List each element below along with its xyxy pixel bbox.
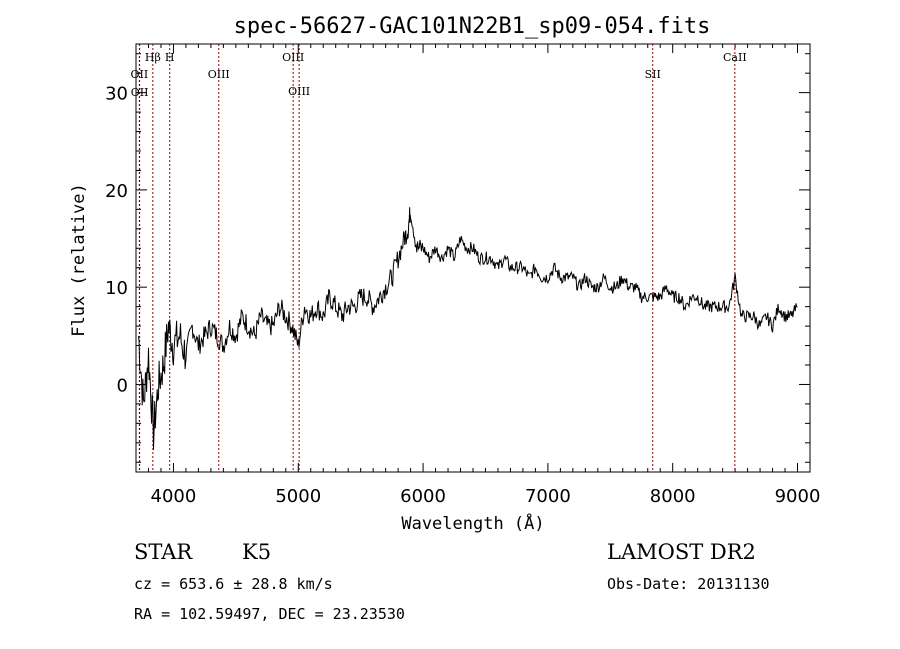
survey-name: LAMOST DR2 [607,540,756,564]
x-tick-label: 4000 [151,486,197,507]
spectral-line-label: OIII [288,85,310,98]
plot-frame [135,43,811,473]
spectral-line-label: SII [645,68,661,81]
chart-title: spec-56627-GAC101N22B1_sp09-054.fits [234,14,711,39]
spectral-line-label: OII [131,68,149,81]
x-axis: 4000 5000 6000 7000 8000 9000 [135,44,821,507]
spectral-line-label: CaII [723,51,747,64]
y-tick-label: 10 [105,278,128,299]
spectral-line-label: OIII [282,51,304,64]
object-class: STAR [134,540,193,564]
spectral-line-label: OII [131,86,149,99]
sky-coordinates: RA = 102.59497, DEC = 23.23530 [134,605,405,623]
y-tick-label: 0 [117,375,128,396]
y-axis: 0 10 20 30 [105,53,810,463]
observation-date: Obs-Date: 20131130 [607,575,770,593]
spectral-line-label: H [165,51,175,64]
spectrum-series [138,207,798,450]
x-tick-label: 5000 [275,486,321,507]
x-tick-label: 8000 [650,486,696,507]
spectral-line-label: Hβ [145,51,161,64]
x-tick-label: 6000 [400,486,446,507]
object-subclass: K5 [242,540,271,564]
x-axis-label: Wavelength (Å) [401,512,544,534]
spectral-line-label: OIII [208,68,230,81]
y-tick-label: 30 [105,84,128,105]
spectrum-line [138,207,798,450]
y-axis-label: Flux (relative) [69,183,89,337]
x-tick-label: 9000 [775,486,821,507]
y-tick-label: 20 [105,181,128,202]
x-tick-label: 7000 [525,486,571,507]
spectral-line-markers: Hβ OII OII H OIII OIII OIII SII CaII [131,44,747,472]
redshift-velocity: cz = 653.6 ± 28.8 km/s [134,575,333,593]
